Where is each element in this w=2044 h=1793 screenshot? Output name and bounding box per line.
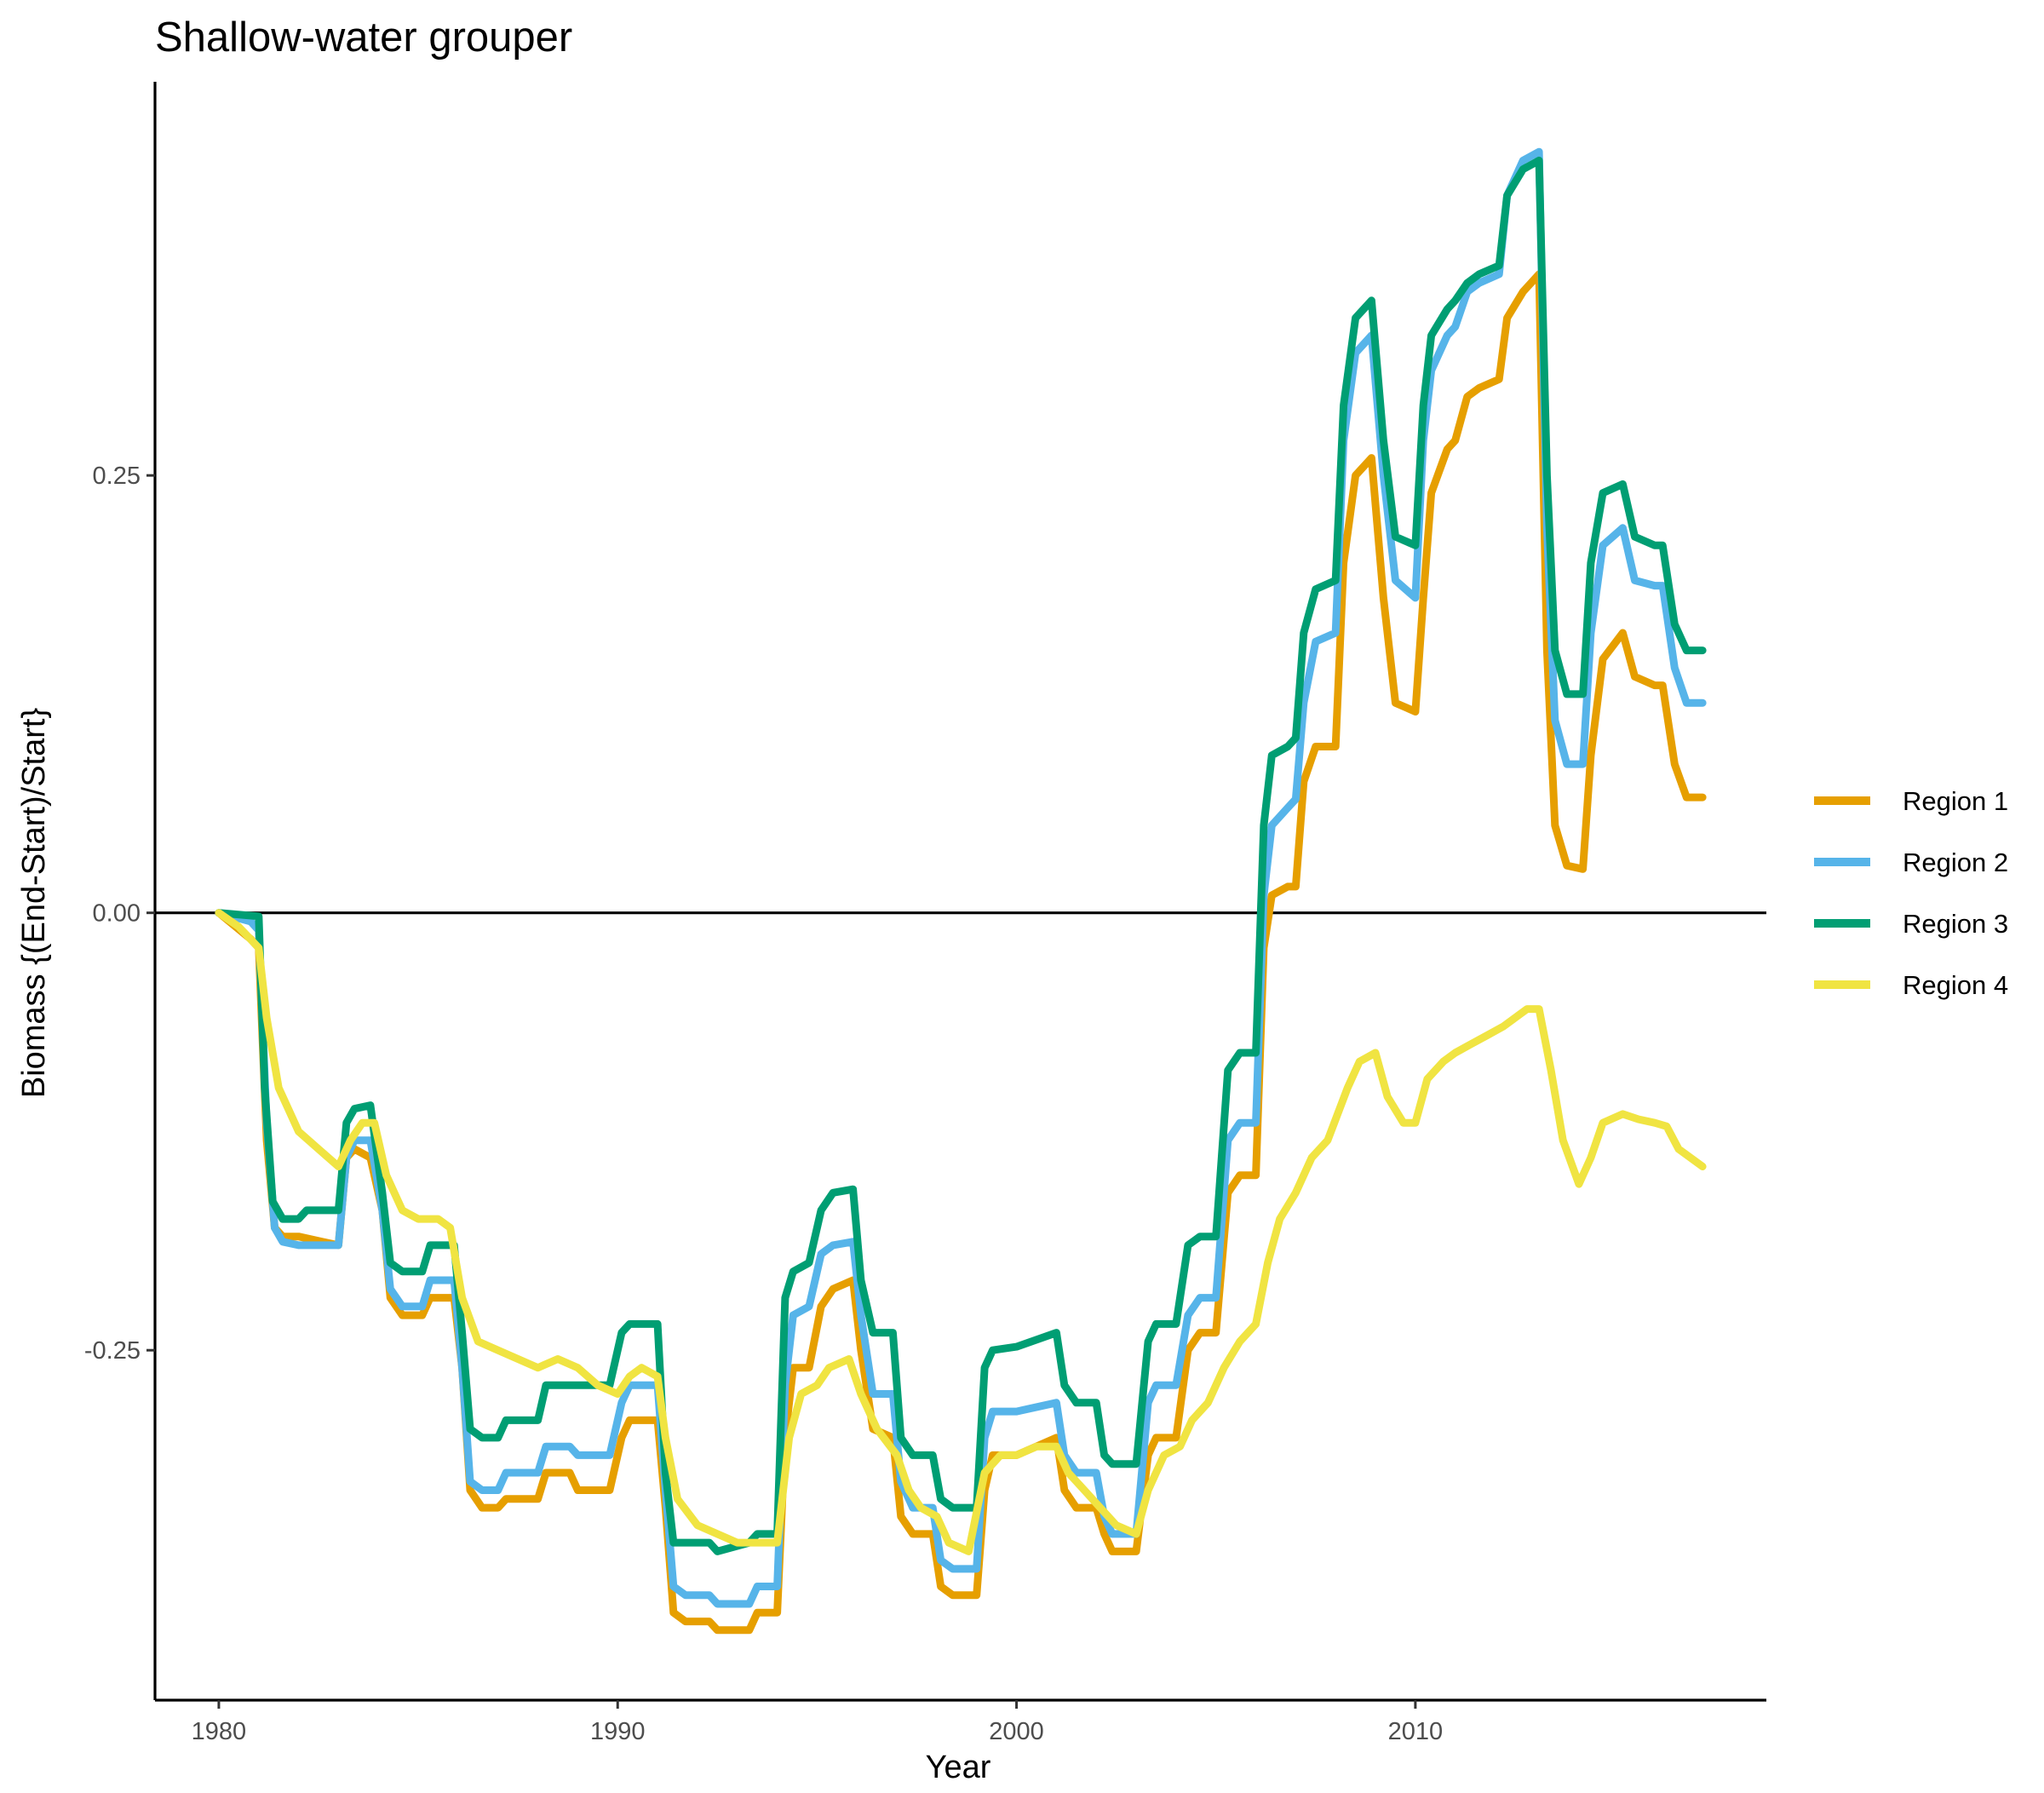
legend-item-region-2: Region 2 (1814, 848, 2008, 877)
legend-label: Region 4 (1903, 970, 2008, 1000)
x-tick-label: 1990 (590, 1718, 646, 1745)
x-axis-title: Year (926, 1750, 991, 1785)
legend-item-region-4: Region 4 (1814, 970, 2008, 1000)
legend-label: Region 1 (1903, 786, 2008, 816)
legend-label: Region 3 (1903, 909, 2008, 939)
y-tick-label: -0.25 (84, 1337, 141, 1365)
y-tick-label: 0.25 (93, 463, 141, 490)
x-tick-label: 1980 (192, 1718, 247, 1745)
legend-item-region-3: Region 3 (1814, 909, 2008, 939)
x-tick-label: 2010 (1388, 1718, 1444, 1745)
series-line-region-2 (215, 147, 1707, 1608)
y-tick-label: 0.00 (93, 900, 141, 928)
x-tick-label: 2000 (989, 1718, 1044, 1745)
legend-item-region-1: Region 1 (1814, 786, 2008, 816)
y-axis-title: Biomass {(End-Start)/Start} (16, 708, 52, 1098)
chart-title: Shallow-water grouper (155, 14, 572, 60)
series-line-region-4 (215, 909, 1707, 1555)
series-line-region-1 (215, 270, 1707, 1635)
series-line-region-3 (215, 156, 1707, 1555)
legend-label: Region 2 (1903, 848, 2008, 877)
